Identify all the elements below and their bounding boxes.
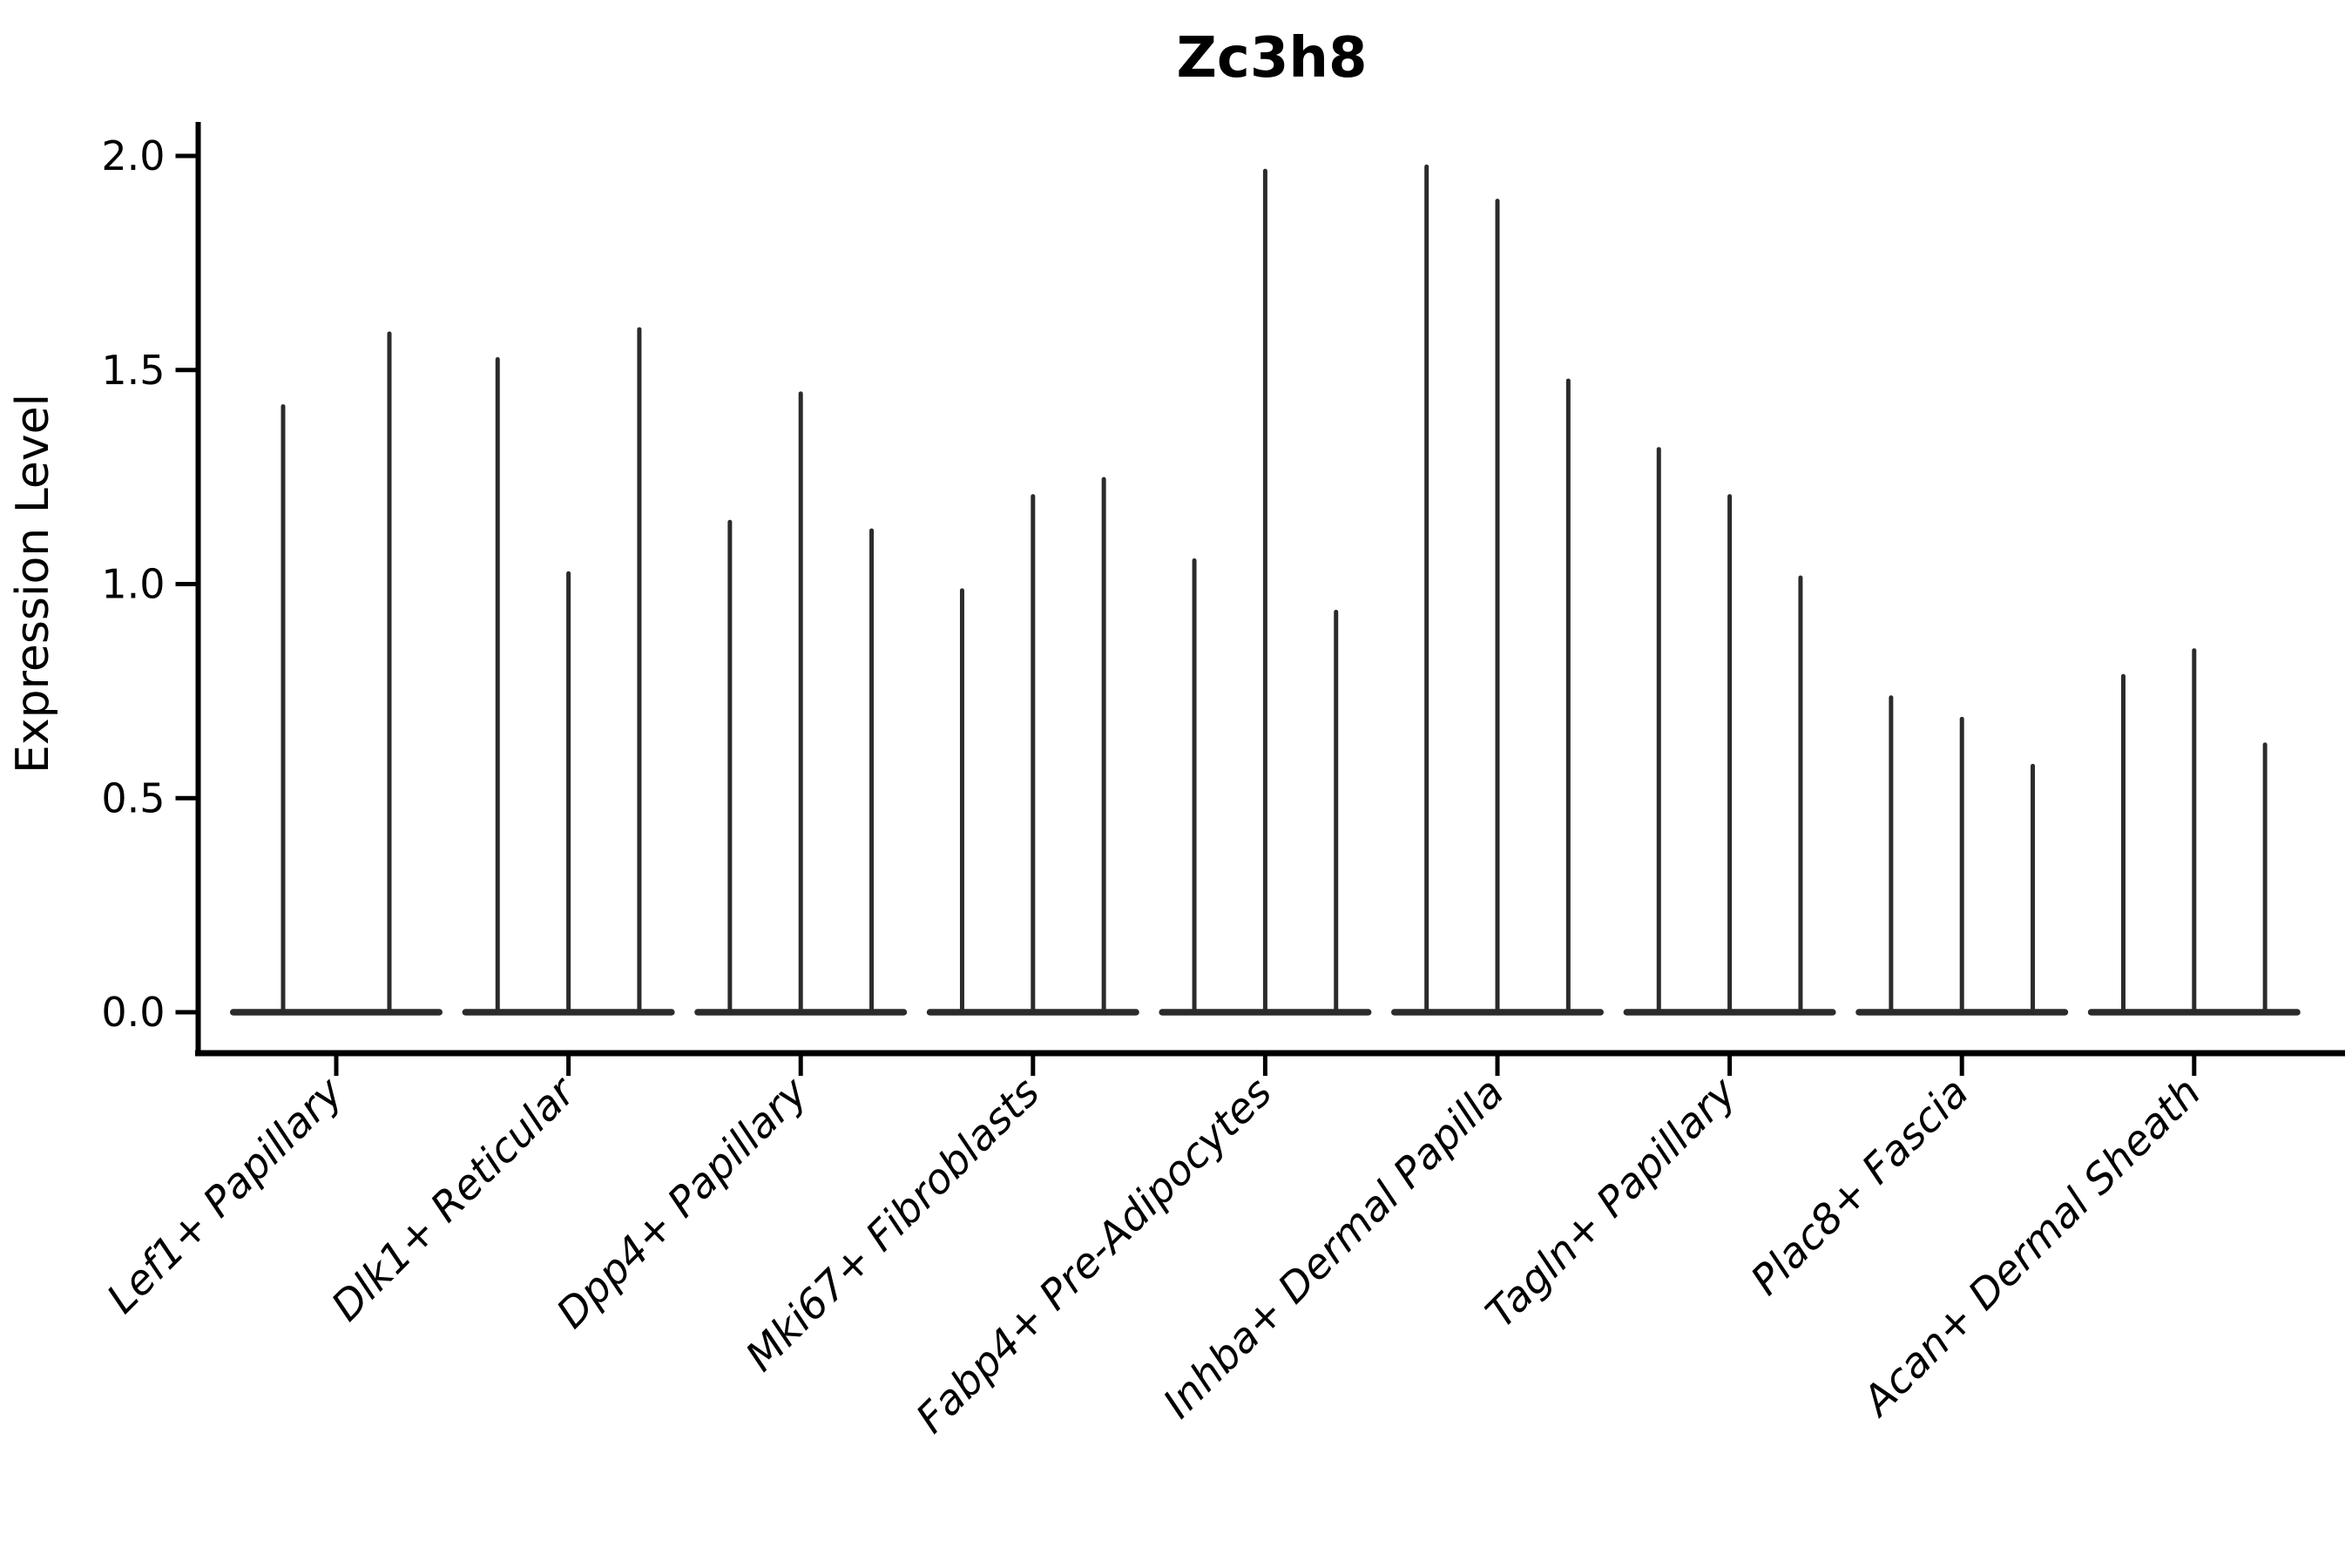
violin-spike	[2031, 763, 2036, 1015]
violin-spike	[2262, 742, 2268, 1015]
violin-group	[230, 331, 443, 1016]
x-tick-label: Dlk1+ Reticular	[322, 1067, 586, 1331]
x-tick-label: Lef1+ Papillary	[98, 1068, 353, 1323]
violins-layer	[230, 164, 2301, 1016]
y-tick-label: 1.0	[101, 561, 165, 608]
violin-spike	[1031, 494, 1036, 1015]
violin-spike	[280, 404, 286, 1015]
violin-spike	[1727, 494, 1733, 1015]
violin-spike	[959, 588, 964, 1015]
y-tick-label: 2.0	[101, 132, 165, 179]
violin-spike	[2120, 673, 2126, 1015]
violin-spike	[1656, 447, 1661, 1015]
violin-group	[2087, 648, 2301, 1016]
violin-spike	[1334, 609, 1339, 1015]
violin-spike	[387, 331, 392, 1015]
chart-title: Zc3h8	[1177, 26, 1368, 91]
violin-group	[1391, 164, 1604, 1016]
violin-spike	[727, 519, 733, 1015]
violin-spike	[1101, 476, 1106, 1015]
violin-group	[462, 327, 675, 1016]
violin-spike	[1565, 378, 1571, 1015]
violin-spike	[1424, 164, 1429, 1015]
violin-spike	[1889, 695, 1894, 1015]
violin-spike	[1192, 558, 1197, 1015]
violin-spike	[1959, 716, 1964, 1015]
y-tick-label: 0.5	[101, 774, 165, 821]
violin-group	[694, 391, 908, 1016]
y-axis-label: Expression Level	[7, 394, 59, 774]
violin-group	[1159, 168, 1372, 1016]
violin-spike	[1798, 575, 1803, 1015]
x-tick-label: Plac8+ Fascia	[1742, 1069, 1978, 1305]
x-tick-label: Tagln+ Papillary	[1477, 1068, 1747, 1338]
violin-spike	[566, 571, 571, 1015]
y-tick-label: 1.5	[101, 347, 165, 394]
violin-spike	[1262, 168, 1267, 1015]
violin-group	[1623, 447, 1836, 1016]
violin-group	[1855, 695, 2069, 1016]
violin-spike	[869, 528, 875, 1015]
y-ticks-layer: 0.0 0.5 1.0 1.5 2.0	[101, 132, 199, 1036]
violin-spike	[495, 357, 500, 1015]
violin-group	[926, 476, 1139, 1016]
violin-spike	[1495, 199, 1500, 1015]
violin-spike	[2192, 648, 2197, 1015]
x-tick-label: Dpp4+ Papillary	[548, 1068, 818, 1338]
y-tick-label: 0.0	[101, 989, 165, 1036]
violin-base	[230, 1009, 443, 1016]
violin-spike	[637, 327, 642, 1015]
violin-spike	[798, 391, 803, 1015]
